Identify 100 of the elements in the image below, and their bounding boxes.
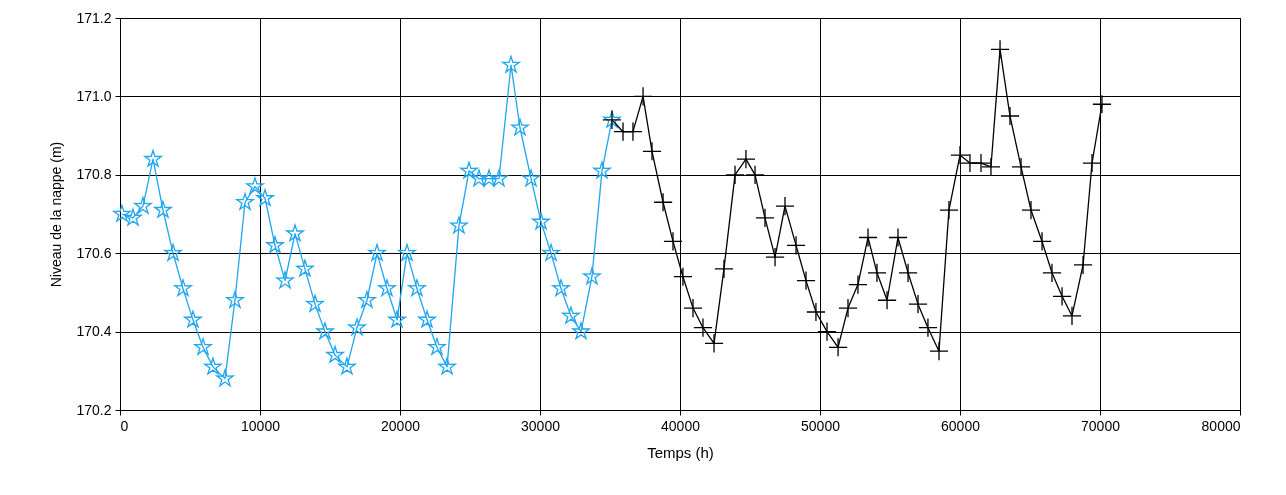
x-tick-label: 60000 bbox=[941, 417, 981, 434]
point bbox=[1062, 306, 1082, 326]
point bbox=[470, 169, 488, 187]
point bbox=[939, 200, 959, 220]
point bbox=[918, 317, 938, 338]
y-tick-label: 170.8 bbox=[76, 166, 112, 183]
point bbox=[583, 267, 601, 285]
y-tick-label: 171.0 bbox=[76, 87, 112, 104]
point bbox=[326, 345, 344, 363]
point bbox=[398, 243, 416, 261]
point bbox=[1011, 157, 1031, 177]
point bbox=[755, 208, 775, 228]
point bbox=[154, 200, 172, 218]
point bbox=[775, 196, 795, 216]
point bbox=[817, 321, 837, 342]
point bbox=[316, 322, 334, 340]
point bbox=[848, 274, 868, 295]
point bbox=[388, 310, 406, 328]
point bbox=[653, 192, 673, 212]
point bbox=[184, 310, 202, 328]
point bbox=[1021, 200, 1041, 220]
point bbox=[562, 306, 580, 324]
point bbox=[877, 290, 897, 310]
point bbox=[134, 196, 152, 214]
point bbox=[593, 161, 611, 179]
point bbox=[1092, 94, 1112, 114]
point bbox=[460, 161, 478, 179]
point bbox=[1052, 286, 1072, 307]
point bbox=[490, 169, 508, 187]
point bbox=[572, 322, 590, 340]
point bbox=[981, 157, 1001, 177]
point bbox=[418, 310, 436, 328]
y-tick-label: 170.6 bbox=[76, 244, 112, 261]
x-axis-title: Temps (h) bbox=[647, 443, 714, 461]
point bbox=[226, 290, 244, 308]
point bbox=[828, 337, 848, 358]
point bbox=[908, 294, 928, 314]
point bbox=[693, 317, 713, 338]
point bbox=[194, 337, 212, 355]
point bbox=[838, 298, 858, 318]
point bbox=[663, 231, 683, 252]
point bbox=[990, 39, 1010, 60]
point bbox=[358, 290, 376, 308]
point bbox=[428, 337, 446, 355]
y-tick-label: 170.2 bbox=[76, 401, 112, 418]
point bbox=[725, 165, 745, 185]
point bbox=[296, 259, 314, 277]
point bbox=[204, 357, 222, 375]
point bbox=[673, 266, 693, 287]
x-tick-label: 40000 bbox=[661, 417, 701, 434]
point bbox=[786, 235, 806, 256]
point bbox=[348, 318, 366, 336]
point bbox=[623, 121, 643, 142]
point bbox=[450, 216, 468, 234]
x-tick-label: 30000 bbox=[521, 417, 561, 434]
x-tick-label: 20000 bbox=[381, 417, 421, 434]
point bbox=[502, 55, 520, 73]
point bbox=[1000, 106, 1020, 126]
point bbox=[704, 333, 724, 354]
point bbox=[929, 341, 949, 361]
point bbox=[858, 227, 878, 248]
point bbox=[216, 369, 234, 387]
point bbox=[714, 259, 734, 279]
point bbox=[306, 294, 324, 312]
point bbox=[368, 243, 386, 261]
point bbox=[1042, 263, 1062, 283]
point bbox=[806, 302, 826, 322]
point bbox=[408, 279, 426, 297]
point bbox=[552, 279, 570, 297]
x-tick-label: 50000 bbox=[801, 417, 841, 434]
point bbox=[633, 86, 653, 107]
y-tick-label: 170.4 bbox=[76, 323, 112, 340]
x-tick-label: 10000 bbox=[241, 417, 281, 434]
point bbox=[174, 279, 192, 297]
x-tick-label: 70000 bbox=[1081, 417, 1121, 434]
point bbox=[898, 263, 918, 283]
point bbox=[480, 169, 498, 187]
x-tick-label: 80000 bbox=[1201, 417, 1241, 434]
point bbox=[1032, 231, 1052, 252]
y-axis-title: Niveau de la nappe (m) bbox=[48, 141, 65, 288]
point bbox=[164, 243, 182, 261]
x-tick-label: 0 bbox=[120, 417, 129, 434]
point bbox=[438, 357, 456, 375]
y-tick-label: 171.2 bbox=[76, 9, 112, 26]
point bbox=[736, 149, 756, 169]
point bbox=[532, 212, 550, 230]
point bbox=[971, 153, 991, 173]
point bbox=[542, 243, 560, 261]
point bbox=[683, 298, 703, 318]
point bbox=[522, 169, 540, 187]
point bbox=[888, 227, 908, 248]
point bbox=[765, 247, 785, 267]
point bbox=[246, 177, 264, 195]
point bbox=[745, 165, 765, 185]
point bbox=[266, 236, 284, 254]
point bbox=[276, 271, 294, 289]
point bbox=[867, 263, 887, 283]
point bbox=[286, 224, 304, 242]
point bbox=[256, 189, 274, 206]
point bbox=[1082, 153, 1102, 173]
